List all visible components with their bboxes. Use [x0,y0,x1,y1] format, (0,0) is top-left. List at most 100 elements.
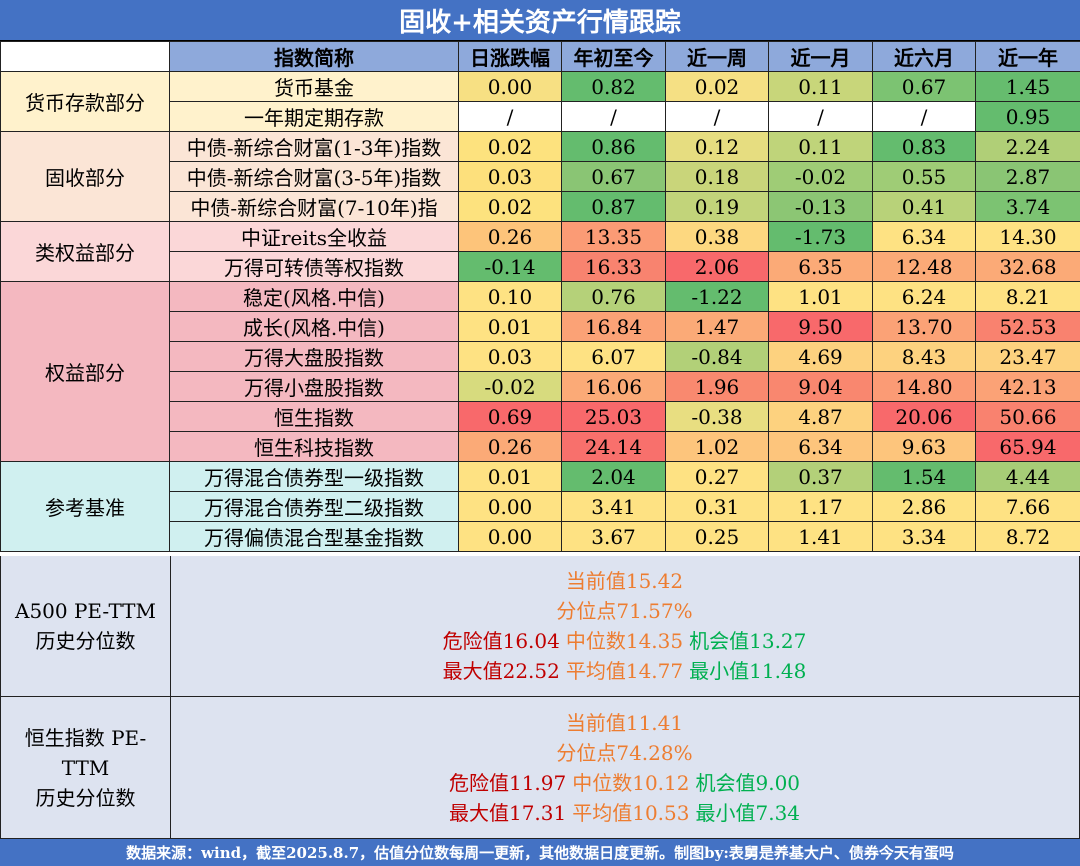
pe-min-value: 最小值7.34 [695,800,801,825]
value-cell: 0.38 [665,221,769,252]
value-cell: 13.35 [561,221,666,252]
table-row: 万得可转债等权指数 -0.14 16.33 2.06 6.35 12.48 32.68 [1,251,1080,282]
value-cell: 3.74 [975,191,1080,222]
header-corner [0,41,170,72]
index-name-cell: 万得小盘股指数 [169,371,459,402]
pe-opportunity-value: 机会值13.27 [689,629,807,653]
value-cell: 0.69 [458,401,562,432]
pe-median-value: 中位数14.35 [565,629,684,653]
pe-percentile: 分位点74.28% [556,740,693,765]
value-cell: / [768,101,873,132]
pe-min-value: 最小值11.48 [689,659,807,683]
value-cell: 2.86 [872,491,976,522]
pe-label: A500 PE-TTM 历史分位数 [1,556,171,696]
value-cell: 9.04 [768,371,873,402]
table-row: 类权益部分 中证reits全收益 0.26 13.35 0.38 -1.73 6.34 14.… [0,221,1080,282]
pe-block: A500 PE-TTM 历史分位数 当前值15.42 分位点71.57% 危险值16.0… [0,556,1080,697]
column-header: 近一月 [768,41,873,72]
value-cell: 32.68 [975,251,1080,282]
table-row: 恒生指数 0.69 25.03 -0.38 4.87 20.06 50.66 [1,401,1080,432]
pe-values: 当前值11.41 分位点74.28% 危险值11.97 中位数10.12 机会值9.00… [170,697,1079,838]
value-cell: 0.82 [561,71,666,102]
value-cell: 0.86 [561,131,666,162]
pe-danger-value: 危险值11.97 [448,770,567,795]
pe-opportunity-value: 机会值9.00 [695,770,801,795]
value-cell: 14.80 [872,371,976,402]
table-row: 中债-新综合财富(3-5年)指数 0.03 0.67 0.18 -0.02 0.55 2.8… [1,161,1080,192]
pe-line: 最大值17.31 平均值10.53 最小值7.34 [446,798,803,828]
index-name-cell: 万得混合债券型二级指数 [169,491,459,522]
value-cell: 0.25 [665,521,769,552]
value-cell: 0.76 [561,281,666,312]
index-name-cell: 恒生指数 [169,401,459,432]
pe-label-line: 历史分位数 [35,629,136,653]
value-cell: 0.01 [458,311,562,342]
value-cell: -0.02 [458,371,562,402]
value-cell: 0.27 [665,461,769,492]
value-cell: 0.02 [665,71,769,102]
table-row: 万得大盘股指数 0.03 6.07 -0.84 4.69 8.43 23.47 [1,341,1080,372]
source-footer: 数据来源：wind，截至2025.8.7，估值分位数每周一更新，其他数据日度更新… [0,839,1080,866]
value-cell: 16.84 [561,311,666,342]
value-cell: 65.94 [975,431,1080,462]
column-header: 近一年 [975,41,1080,72]
value-cell: -1.73 [768,221,873,252]
pe-block: 恒生指数 PE- TTM 历史分位数 当前值11.41 分位点74.28% 危险值11.9… [0,697,1080,839]
value-cell: 3.41 [561,491,666,522]
value-cell: 13.70 [872,311,976,342]
table-row: 中债-新综合财富(7-10年)指 0.02 0.87 0.19 -0.13 0.41 3.7… [1,191,1080,222]
value-cell: 1.54 [872,461,976,492]
value-cell: -0.13 [768,191,873,222]
value-cell: 8.43 [872,341,976,372]
pe-current-value: 当前值15.42 [565,569,684,593]
value-cell: 1.02 [665,431,769,462]
value-cell: -0.84 [665,341,769,372]
value-cell: 0.67 [561,161,666,192]
sheet-title: 固收+相关资产行情跟踪 [0,0,1080,41]
value-cell: -0.02 [768,161,873,192]
value-cell: 16.06 [561,371,666,402]
value-cell: 0.26 [458,431,562,462]
value-cell: 1.17 [768,491,873,522]
value-cell: / [561,101,666,132]
pe-percentile: 分位点71.57% [556,599,693,623]
value-cell: 1.41 [768,521,873,552]
value-cell: -1.22 [665,281,769,312]
table-row: 恒生科技指数 0.26 24.14 1.02 6.34 9.63 65.94 [1,431,1080,462]
value-cell: 0.11 [768,71,873,102]
value-cell: 7.66 [975,491,1080,522]
pe-line: 危险值11.97 中位数10.12 机会值9.00 [446,768,803,798]
table-row: 货币存款部分 货币基金 0.00 0.82 0.02 0.11 0.67 1.45 [0,71,1080,132]
index-name-cell: 恒生科技指数 [169,431,459,462]
value-cell: 0.67 [872,71,976,102]
index-name-cell: 万得偏债混合型基金指数 [169,521,459,552]
pe-line: 当前值11.41 [563,708,686,738]
table-body: 货币存款部分 货币基金 0.00 0.82 0.02 0.11 0.67 1.45 一年期定期存… [0,71,1080,552]
value-cell: 0.10 [458,281,562,312]
value-cell: 9.63 [872,431,976,462]
column-header: 指数简称 [169,41,459,72]
index-name-cell: 中债-新综合财富(1-3年)指数 [169,131,459,162]
index-name-cell: 万得可转债等权指数 [169,251,459,282]
value-cell: 2.04 [561,461,666,492]
value-cell: 23.47 [975,341,1080,372]
index-name-cell: 稳定(风格.中信) [169,281,459,312]
value-cell: / [458,101,562,132]
pe-line: 危险值16.04 中位数14.35 机会值13.27 [440,626,810,656]
value-cell: 4.87 [768,401,873,432]
value-cell: 0.00 [458,71,562,102]
table-row: 万得小盘股指数 -0.02 16.06 1.96 9.04 14.80 42.13 [1,371,1080,402]
value-cell: 2.87 [975,161,1080,192]
value-cell: 0.83 [872,131,976,162]
category-cell: 参考基准 [0,461,170,552]
market-table: 指数简称 日涨跌幅 年初至今 近一周 近一月 近六月 近一年 货币存款部分 货币基金 0.00 0… [0,41,1080,552]
value-cell: 20.06 [872,401,976,432]
value-cell: 6.07 [561,341,666,372]
value-cell: 0.18 [665,161,769,192]
value-cell: 9.50 [768,311,873,342]
value-cell: 6.34 [768,431,873,462]
index-name-cell: 成长(风格.中信) [169,311,459,342]
value-cell: 42.13 [975,371,1080,402]
value-cell: 0.12 [665,131,769,162]
value-cell: 0.37 [768,461,873,492]
